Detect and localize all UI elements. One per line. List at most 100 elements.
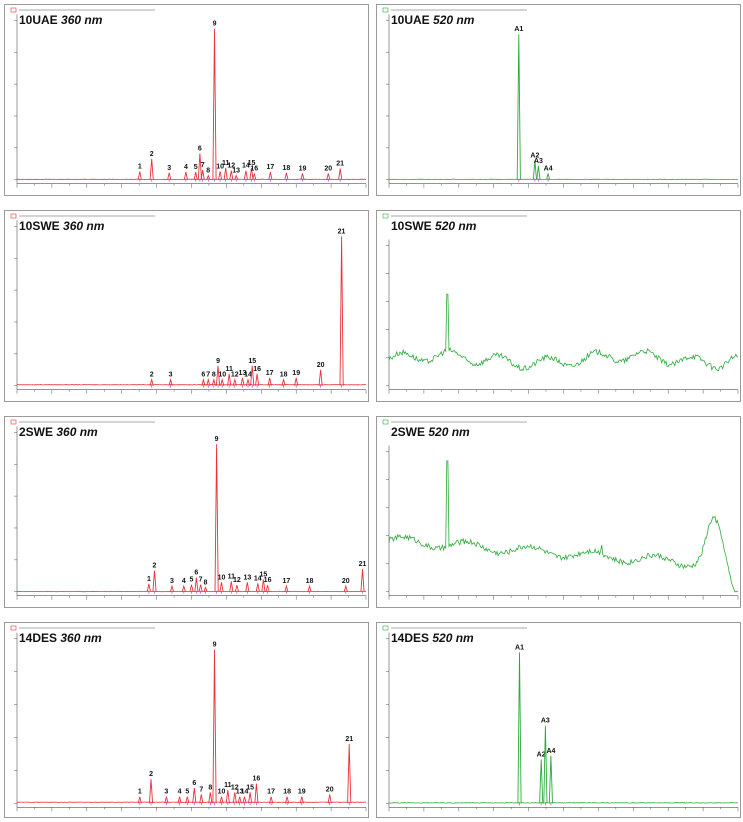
peak-label: 9 — [213, 642, 217, 649]
peak-label: 3 — [167, 165, 171, 172]
peak-mark — [211, 377, 216, 386]
chromatogram-trace — [388, 293, 739, 372]
peak-label: A3 — [541, 718, 550, 725]
peak-mark — [294, 377, 299, 386]
peak-mark — [206, 377, 211, 386]
wavelength-label: 520 nm — [435, 219, 477, 233]
peak-mark — [536, 165, 541, 180]
wavelength-label: 360 nm — [63, 219, 105, 233]
peak-label: 9 — [215, 436, 219, 443]
peak-label: 6 — [198, 145, 202, 152]
sample-label: 14DES — [391, 631, 430, 645]
peak-label: 10 — [216, 163, 224, 170]
peak-label: 17 — [283, 578, 291, 585]
peak-label: 9 — [213, 21, 217, 28]
peak-mark — [243, 170, 248, 180]
chromatogram-panel-14des-360: 14DES 360 nm 1 2 3 4 5 6 7 8 9 10 11 12 13 14 15 16 17 18… — [4, 622, 369, 818]
peak-mark — [149, 377, 154, 386]
peak-mark — [242, 796, 247, 804]
peak-mark — [181, 584, 186, 592]
peak-mark — [250, 365, 255, 386]
peak-label: 16 — [253, 776, 261, 783]
peak-label: 21 — [336, 161, 344, 168]
peak-label: 13 — [236, 789, 244, 796]
peak-mark — [218, 171, 223, 180]
peak-label: 5 — [185, 789, 189, 796]
sample-label: 14DES — [19, 631, 58, 645]
peak-mark — [229, 581, 234, 592]
peak-mark — [146, 583, 151, 592]
panel-title: 10SWE 520 nm — [391, 219, 476, 233]
peak-label: 20 — [342, 578, 350, 585]
peak-label: 15 — [248, 160, 256, 167]
peak-label: 11 — [228, 573, 236, 580]
panel-title: 14DES 360 nm — [19, 631, 102, 645]
peak-mark — [517, 652, 522, 804]
sample-label: 10UAE — [19, 13, 58, 27]
peak-label: 18 — [306, 578, 314, 585]
peak-mark — [168, 377, 173, 386]
chromatogram-plot — [382, 419, 739, 600]
peak-mark — [197, 153, 202, 180]
peak-label: 12 — [231, 784, 239, 791]
peak-mark — [206, 174, 211, 180]
peak-label: 21 — [359, 561, 367, 568]
peak-mark — [215, 365, 221, 386]
peak-label: 2 — [150, 151, 154, 158]
peak-mark — [192, 787, 197, 804]
peak-mark — [546, 173, 551, 180]
peak-label: 18 — [283, 165, 291, 172]
panel-title: 2SWE 520 nm — [391, 425, 470, 439]
peak-label: 4 — [178, 789, 182, 796]
peak-mark — [532, 160, 537, 180]
peak-label: 17 — [267, 789, 275, 796]
peak-mark — [281, 377, 286, 386]
peak-mark — [237, 796, 242, 804]
peak-mark — [185, 796, 190, 804]
peak-label: 3 — [170, 578, 174, 585]
peak-mark — [232, 792, 237, 804]
peak-mark — [255, 373, 260, 386]
peak-label: 2 — [150, 372, 154, 379]
peak-label: 17 — [266, 370, 274, 377]
peak-label: 6 — [192, 780, 196, 787]
peak-mark — [347, 743, 352, 804]
header-legend-swatch — [382, 419, 389, 425]
peak-label: 1 — [138, 789, 142, 796]
peak-mark — [164, 796, 169, 804]
peak-mark — [265, 585, 270, 592]
peak-mark — [229, 170, 234, 180]
sample-label: 2SWE — [391, 425, 426, 439]
peak-mark — [177, 796, 182, 804]
peak-mark — [169, 584, 175, 592]
peak-mark — [234, 174, 239, 180]
peak-mark — [318, 369, 323, 386]
peak-mark — [326, 173, 331, 180]
peak-mark — [254, 783, 259, 804]
peak-label: 7 — [206, 372, 210, 379]
sample-label: 2SWE — [19, 425, 54, 439]
peak-mark — [219, 796, 224, 804]
peak-label: 14 — [242, 163, 250, 170]
peak-mark — [152, 570, 157, 592]
peak-label: 21 — [345, 736, 353, 743]
peak-mark — [261, 579, 266, 592]
peak-mark — [268, 172, 273, 180]
peak-label: 14 — [254, 575, 262, 582]
peak-label: 19 — [299, 166, 307, 173]
peak-mark — [232, 377, 237, 386]
peak-label: 18 — [283, 789, 291, 796]
peak-label: A3 — [534, 158, 543, 165]
peak-label: 12 — [227, 163, 235, 170]
peak-label: 11 — [224, 782, 232, 789]
peak-label: 14 — [241, 789, 249, 796]
peak-mark — [343, 584, 348, 592]
chromatogram-panel-10swe-520: 10SWE 520 nm — [376, 210, 741, 402]
peak-mark — [214, 444, 219, 592]
peak-label: 5 — [194, 164, 198, 171]
peak-mark — [137, 796, 142, 804]
